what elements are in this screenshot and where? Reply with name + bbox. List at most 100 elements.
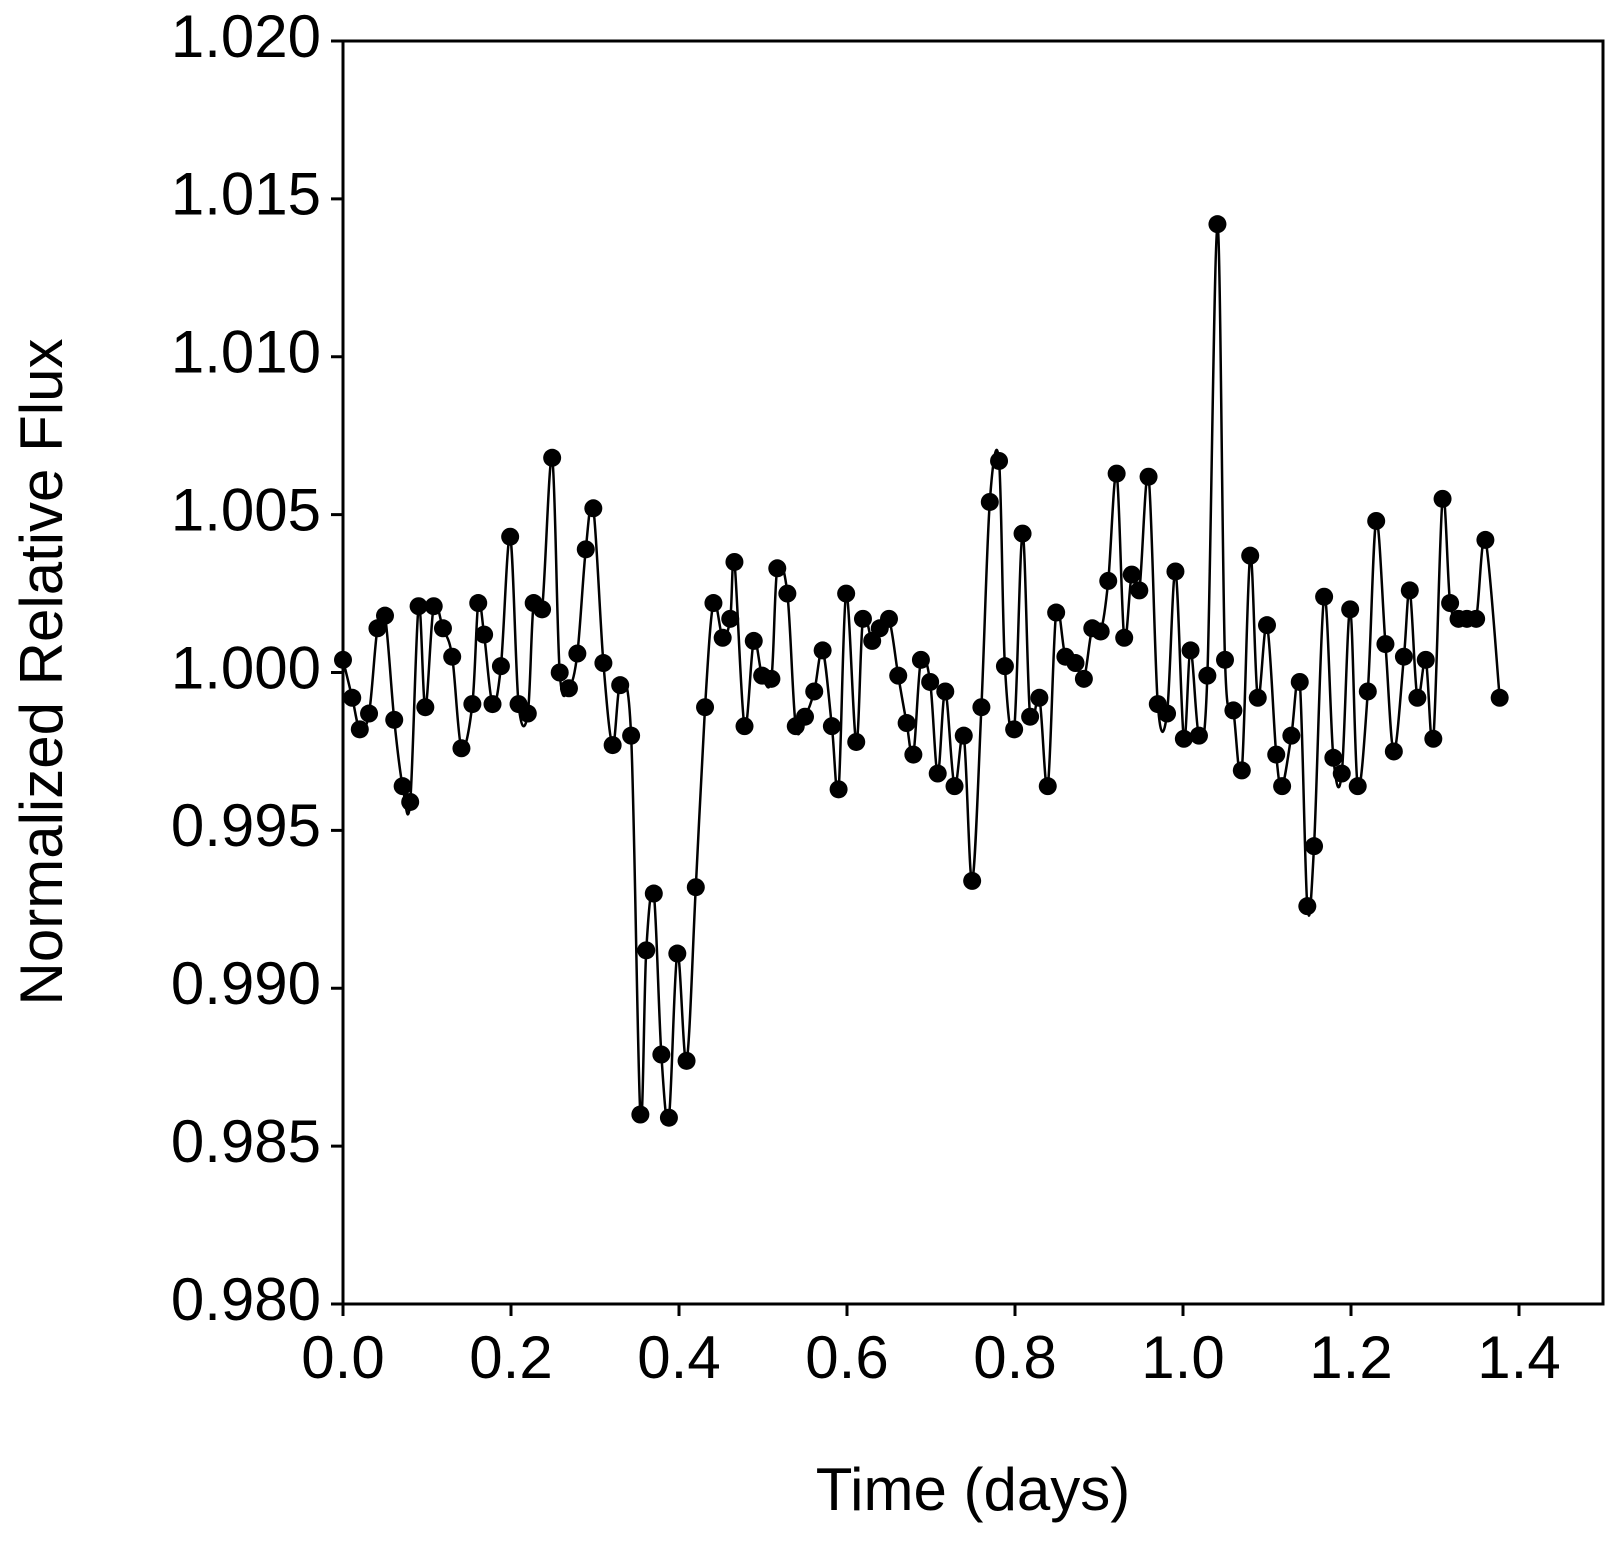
data-point (822, 717, 841, 736)
data-point (1384, 742, 1403, 761)
data-point (1038, 777, 1057, 796)
data-point (696, 698, 715, 717)
data-point (1273, 777, 1292, 796)
data-point (1394, 647, 1413, 666)
data-point (463, 695, 482, 714)
data-point (1441, 594, 1460, 613)
data-point (622, 726, 641, 745)
data-point (543, 448, 562, 467)
y-tick-label: 0.980 (171, 1266, 321, 1333)
data-point (1348, 777, 1367, 796)
x-tick-label: 0.0 (301, 1324, 384, 1391)
y-tick-label: 1.005 (171, 476, 321, 543)
data-point (1158, 704, 1177, 723)
data-point (1066, 654, 1085, 673)
data-point (637, 941, 656, 960)
y-tick-label: 0.995 (171, 792, 321, 859)
data-point (1091, 622, 1110, 641)
data-point (1013, 524, 1032, 543)
y-axis-title: Normalized Relative Flux (8, 339, 75, 1006)
data-point (376, 606, 394, 625)
data-point (644, 884, 663, 903)
data-point (847, 732, 866, 751)
data-point (1232, 761, 1251, 780)
data-point (1367, 511, 1386, 530)
data-point (1476, 530, 1495, 549)
data-point (334, 650, 352, 669)
data-point (1107, 464, 1126, 483)
data-point (576, 540, 595, 559)
data-point (501, 527, 520, 546)
data-point (659, 1108, 678, 1127)
data-point (1166, 562, 1185, 581)
data-point (945, 777, 964, 796)
data-point (1021, 707, 1040, 726)
data-point (1258, 616, 1276, 635)
data-point (568, 644, 587, 663)
data-point (1122, 565, 1141, 584)
data-point (963, 871, 982, 890)
y-tick-label: 0.990 (171, 950, 321, 1017)
x-tick-label: 0.8 (973, 1324, 1056, 1391)
data-point (594, 654, 613, 673)
data-point (1408, 688, 1427, 707)
data-point (1208, 215, 1227, 234)
data-point (518, 704, 537, 723)
data-point (677, 1051, 696, 1070)
y-tick-label: 1.000 (171, 634, 321, 701)
x-tick-label: 0.4 (637, 1324, 720, 1391)
data-point (550, 663, 569, 682)
x-axis-title: Time (days) (816, 1456, 1130, 1523)
x-tick-label: 1.2 (1309, 1324, 1392, 1391)
data-point (897, 714, 916, 733)
data-point (1324, 748, 1343, 767)
data-point (1248, 688, 1267, 707)
data-point (768, 559, 787, 578)
data-point (1267, 745, 1286, 764)
data-point (1416, 650, 1435, 669)
data-point (796, 707, 814, 726)
data-point (1315, 587, 1334, 606)
data-point (928, 764, 947, 783)
x-tick-label: 0.6 (805, 1324, 888, 1391)
data-point (1358, 682, 1377, 701)
data-point (880, 609, 898, 628)
data-point (424, 597, 443, 616)
data-point (911, 650, 930, 669)
data-point (1467, 609, 1486, 628)
data-point (1400, 581, 1419, 600)
data-point (1490, 688, 1509, 707)
data-point (704, 594, 723, 613)
data-point (721, 609, 740, 628)
data-point (611, 676, 630, 695)
y-tick-label: 1.015 (171, 161, 321, 228)
data-point (1030, 688, 1049, 707)
data-point (713, 628, 732, 647)
data-point (1241, 546, 1260, 565)
data-point (813, 641, 832, 660)
data-point (409, 597, 428, 616)
data-point (401, 792, 420, 811)
data-point (904, 745, 923, 764)
y-tick-label: 1.010 (171, 319, 321, 386)
data-point (778, 584, 797, 603)
data-point (631, 1105, 650, 1124)
data-point (954, 726, 973, 745)
data-point (360, 704, 379, 723)
data-point (936, 682, 955, 701)
data-point (343, 688, 362, 707)
data-point (1047, 603, 1066, 622)
data-point (1074, 669, 1093, 688)
data-point (990, 451, 1009, 470)
data-point (1424, 729, 1443, 748)
flux-line (341, 222, 1501, 1123)
data-point (744, 631, 763, 650)
data-point (1282, 726, 1301, 745)
data-point (1189, 726, 1208, 745)
data-point (686, 878, 705, 897)
data-point (1130, 581, 1149, 600)
data-point (584, 499, 603, 518)
data-point (1305, 837, 1324, 856)
